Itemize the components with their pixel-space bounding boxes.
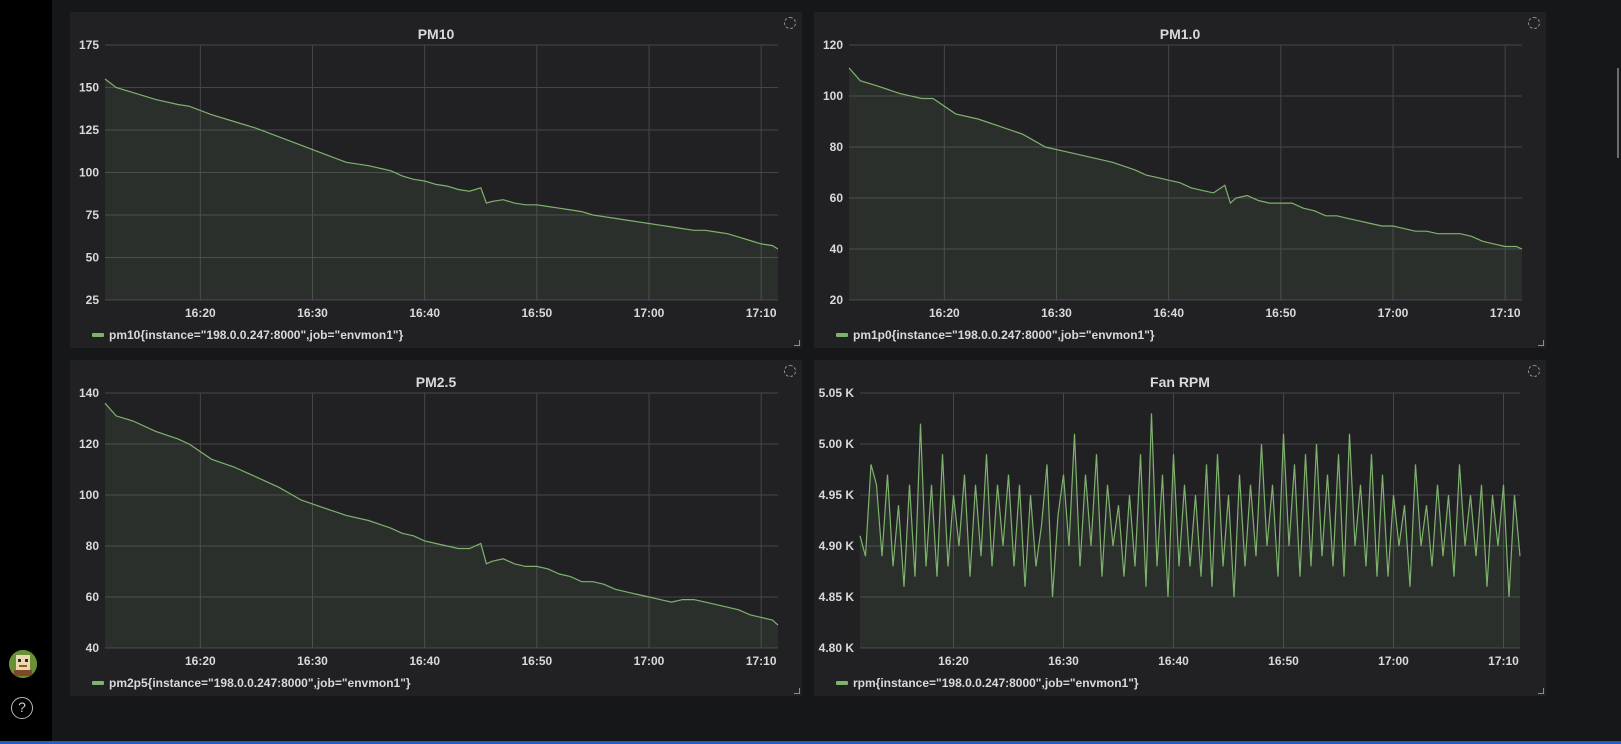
x-tick-label: 16:50 bbox=[521, 654, 552, 668]
legend-label: pm1p0{instance="198.0.0.247:8000",job="e… bbox=[853, 328, 1155, 342]
x-tick-label: 17:00 bbox=[1378, 654, 1409, 668]
bottom-bar bbox=[0, 741, 1621, 744]
loading-spinner-icon bbox=[784, 365, 796, 377]
x-tick-label: 16:40 bbox=[1158, 654, 1189, 668]
y-tick-label: 4.80 K bbox=[819, 641, 855, 655]
x-tick-label: 16:40 bbox=[409, 654, 440, 668]
y-tick-label: 4.90 K bbox=[819, 539, 855, 553]
legend-color-icon bbox=[92, 681, 104, 685]
avatar-icon bbox=[9, 650, 37, 678]
x-tick-label: 16:40 bbox=[409, 306, 440, 320]
y-tick-label: 5.00 K bbox=[819, 437, 855, 451]
loading-spinner-icon bbox=[784, 17, 796, 29]
resize-handle-icon[interactable] bbox=[794, 340, 800, 346]
y-tick-label: 175 bbox=[79, 38, 99, 52]
panel-title[interactable]: PM10 bbox=[417, 26, 455, 42]
legend-item[interactable]: pm10{instance="198.0.0.247:8000",job="en… bbox=[92, 328, 403, 342]
x-tick-label: 16:20 bbox=[185, 306, 216, 320]
y-tick-label: 20 bbox=[830, 293, 844, 307]
x-tick-label: 16:30 bbox=[297, 306, 328, 320]
y-tick-label: 100 bbox=[79, 166, 99, 180]
loading-spinner-icon bbox=[1528, 365, 1540, 377]
y-tick-label: 100 bbox=[823, 89, 843, 103]
y-tick-label: 100 bbox=[79, 488, 99, 502]
x-tick-label: 17:10 bbox=[1488, 654, 1519, 668]
series-line[interactable] bbox=[104, 402, 779, 626]
y-tick-label: 120 bbox=[79, 437, 99, 451]
series-line[interactable] bbox=[104, 78, 779, 250]
y-tick-label: 4.95 K bbox=[819, 488, 855, 502]
legend-label: pm10{instance="198.0.0.247:8000",job="en… bbox=[109, 328, 404, 342]
x-tick-label: 16:40 bbox=[1153, 306, 1184, 320]
y-tick-label: 120 bbox=[823, 38, 843, 52]
y-tick-label: 40 bbox=[86, 641, 100, 655]
y-tick-label: 50 bbox=[86, 251, 100, 265]
loading-spinner-icon bbox=[1528, 17, 1540, 29]
legend-label: rpm{instance="198.0.0.247:8000",job="env… bbox=[853, 676, 1139, 690]
series-area bbox=[105, 403, 778, 648]
series-area bbox=[105, 79, 778, 300]
x-tick-label: 16:30 bbox=[1048, 654, 1079, 668]
y-tick-label: 4.85 K bbox=[819, 590, 855, 604]
x-tick-label: 16:20 bbox=[938, 654, 969, 668]
x-tick-label: 17:10 bbox=[746, 306, 777, 320]
y-tick-label: 150 bbox=[79, 81, 99, 95]
x-tick-label: 16:30 bbox=[1041, 306, 1072, 320]
y-tick-label: 60 bbox=[830, 191, 844, 205]
y-tick-label: 25 bbox=[86, 293, 100, 307]
panel-title[interactable]: PM2.5 bbox=[415, 374, 457, 390]
x-tick-label: 16:50 bbox=[521, 306, 552, 320]
user-avatar[interactable] bbox=[9, 650, 37, 678]
x-tick-label: 16:20 bbox=[929, 306, 960, 320]
y-tick-label: 140 bbox=[79, 386, 99, 400]
pm1p0-chart: 20 40 60 80 100 120 16:20 16:30 16:40 16:50 17:00 1… bbox=[823, 38, 1523, 320]
series-line[interactable] bbox=[848, 67, 1523, 250]
panel-pm10[interactable]: 25 50 75 100 125 150 175 16:20 16:30 16:40 16:50 17… bbox=[70, 12, 802, 348]
legend-color-icon bbox=[836, 333, 848, 337]
resize-handle-icon[interactable] bbox=[1538, 688, 1544, 694]
y-tick-label: 125 bbox=[79, 123, 99, 137]
scrollbar[interactable] bbox=[1617, 68, 1619, 158]
legend-item[interactable]: pm2p5{instance="198.0.0.247:8000",job="e… bbox=[92, 676, 411, 690]
legend-label: pm2p5{instance="198.0.0.247:8000",job="e… bbox=[109, 676, 411, 690]
resize-handle-icon[interactable] bbox=[1538, 340, 1544, 346]
panel-title[interactable]: Fan RPM bbox=[1150, 374, 1210, 390]
x-tick-label: 17:10 bbox=[746, 654, 777, 668]
series-area bbox=[860, 413, 1520, 648]
y-tick-label: 75 bbox=[86, 208, 100, 222]
dashboard: 25 50 75 100 125 150 175 16:20 16:30 16:40 16:50 17… bbox=[52, 0, 1621, 744]
panel-title[interactable]: PM1.0 bbox=[1159, 26, 1201, 42]
x-tick-label: 16:30 bbox=[297, 654, 328, 668]
panel-pm2p5[interactable]: 40 60 80 100 120 140 16:20 16:30 16:40 16:50 17:00… bbox=[70, 360, 802, 696]
panel-fan-rpm[interactable]: 4.80 K 4.85 K 4.90 K 4.95 K 5.00 K 5.05 K 16:2… bbox=[814, 360, 1546, 696]
series-area bbox=[849, 67, 1522, 301]
legend-color-icon bbox=[836, 681, 848, 685]
help-button[interactable]: ? bbox=[11, 697, 33, 719]
resize-handle-icon[interactable] bbox=[794, 688, 800, 694]
x-tick-label: 17:00 bbox=[1378, 306, 1409, 320]
x-tick-label: 16:50 bbox=[1265, 306, 1296, 320]
x-tick-label: 16:50 bbox=[1268, 654, 1299, 668]
series-line[interactable] bbox=[859, 413, 1521, 598]
x-tick-label: 17:00 bbox=[634, 654, 665, 668]
fan-rpm-chart: 4.80 K 4.85 K 4.90 K 4.95 K 5.00 K 5.05 K 16:2… bbox=[819, 386, 1521, 668]
pm2p5-chart: 40 60 80 100 120 140 16:20 16:30 16:40 16:50 17:00… bbox=[79, 386, 779, 668]
y-tick-label: 80 bbox=[830, 140, 844, 154]
legend-color-icon bbox=[92, 333, 104, 337]
y-tick-label: 80 bbox=[86, 539, 100, 553]
y-tick-label: 60 bbox=[86, 590, 100, 604]
y-tick-label: 5.05 K bbox=[819, 386, 855, 400]
sidebar: ? bbox=[0, 0, 52, 744]
legend-item[interactable]: rpm{instance="198.0.0.247:8000",job="env… bbox=[836, 676, 1139, 690]
pm10-chart: 25 50 75 100 125 150 175 16:20 16:30 16:40 16:50 17… bbox=[79, 38, 779, 320]
x-tick-label: 17:10 bbox=[1490, 306, 1521, 320]
y-tick-label: 40 bbox=[830, 242, 844, 256]
panel-pm1p0[interactable]: 20 40 60 80 100 120 16:20 16:30 16:40 16:50 17:00 1… bbox=[814, 12, 1546, 348]
x-tick-label: 16:20 bbox=[185, 654, 216, 668]
legend-item[interactable]: pm1p0{instance="198.0.0.247:8000",job="e… bbox=[836, 328, 1155, 342]
x-tick-label: 17:00 bbox=[634, 306, 665, 320]
